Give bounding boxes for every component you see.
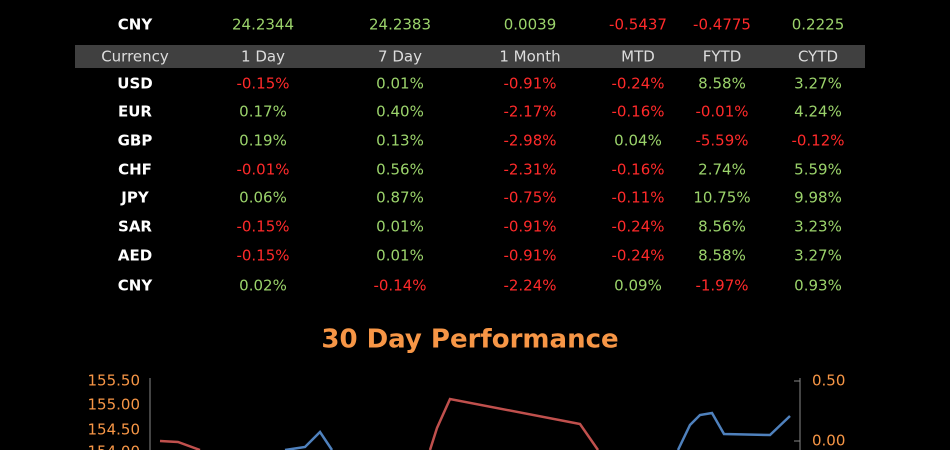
chart-title: 30 Day Performance <box>321 325 618 355</box>
cell-value: -0.75% <box>503 189 556 207</box>
line-red <box>428 397 600 450</box>
cell-value: -0.91% <box>503 75 556 93</box>
cell-value: -1.97% <box>695 277 748 295</box>
line-blue <box>676 411 791 450</box>
cell-value: -0.11% <box>611 189 664 207</box>
cell-value: -2.24% <box>503 277 556 295</box>
cell-value: -0.15% <box>236 75 289 93</box>
line-blue <box>284 430 334 450</box>
cell-value: 8.58% <box>698 247 746 265</box>
currency-label: JPY <box>120 189 150 207</box>
cell-value: 24.2344 <box>232 16 294 34</box>
cell-value: 0.09% <box>614 277 662 295</box>
cell-value: 0.87% <box>376 189 424 207</box>
cell-value: 0.04% <box>614 132 662 150</box>
column-header: FYTD <box>703 48 742 66</box>
cell-value: 0.93% <box>794 277 842 295</box>
cell-value: -5.59% <box>695 132 748 150</box>
cell-value: 4.24% <box>794 103 842 121</box>
cell-value: 0.19% <box>239 132 287 150</box>
cell-value: 0.2225 <box>792 16 845 34</box>
cell-value: -0.4775 <box>693 16 751 34</box>
column-header: CYTD <box>798 48 838 66</box>
right-axis-label: 0.00 <box>812 432 845 450</box>
cell-value: 3.23% <box>794 218 842 236</box>
cell-value: -0.91% <box>503 247 556 265</box>
cell-value: -2.17% <box>503 103 556 121</box>
cell-value: 0.01% <box>376 75 424 93</box>
cell-value: 8.58% <box>698 75 746 93</box>
cell-value: -0.5437 <box>609 16 667 34</box>
left-axis-label: 155.00 <box>88 396 141 414</box>
column-header: 7 Day <box>378 48 422 66</box>
cell-value: -0.14% <box>373 277 426 295</box>
currency-label: CNY <box>118 277 154 295</box>
cell-value: -0.16% <box>611 161 664 179</box>
cell-value: -0.01% <box>695 103 748 121</box>
cell-value: 0.0039 <box>504 16 557 34</box>
cell-value: -0.01% <box>236 161 289 179</box>
cell-value: -0.15% <box>236 247 289 265</box>
cell-value: 0.56% <box>376 161 424 179</box>
column-header: MTD <box>621 48 655 66</box>
cell-value: 24.2383 <box>369 16 431 34</box>
cell-value: 3.27% <box>794 75 842 93</box>
left-axis-label: 154.00 <box>88 443 141 450</box>
column-header: Currency <box>101 48 169 66</box>
currency-label: GBP <box>118 132 153 150</box>
header-band <box>75 45 865 68</box>
cell-value: 3.27% <box>794 247 842 265</box>
cell-value: -0.15% <box>236 218 289 236</box>
currency-label: SAR <box>118 218 152 236</box>
cell-value: 10.75% <box>693 189 750 207</box>
left-axis-label: 154.50 <box>88 421 141 439</box>
cell-value: -0.16% <box>611 103 664 121</box>
cell-value: -0.24% <box>611 218 664 236</box>
currency-label: CNY <box>118 16 154 34</box>
cell-value: 0.02% <box>239 277 287 295</box>
cell-value: 0.06% <box>239 189 287 207</box>
cell-value: 0.01% <box>376 218 424 236</box>
currency-label: USD <box>117 75 152 93</box>
cell-value: -2.98% <box>503 132 556 150</box>
cell-value: 9.98% <box>794 189 842 207</box>
cell-value: -2.31% <box>503 161 556 179</box>
currency-label: AED <box>118 247 152 265</box>
cell-value: 0.13% <box>376 132 424 150</box>
cell-value: 5.59% <box>794 161 842 179</box>
left-axis-label: 155.50 <box>88 372 141 390</box>
cell-value: -0.24% <box>611 75 664 93</box>
cell-value: 0.40% <box>376 103 424 121</box>
column-header: 1 Day <box>241 48 285 66</box>
currency-label: EUR <box>118 103 152 121</box>
cell-value: 0.01% <box>376 247 424 265</box>
cell-value: -0.24% <box>611 247 664 265</box>
currency-label: CHF <box>118 161 152 179</box>
cell-value: 0.17% <box>239 103 287 121</box>
cell-value: -0.91% <box>503 218 556 236</box>
cell-value: 2.74% <box>698 161 746 179</box>
cell-value: -0.12% <box>791 132 844 150</box>
right-axis-label: 0.50 <box>812 372 845 390</box>
line-red <box>159 439 201 450</box>
column-header: 1 Month <box>499 48 560 66</box>
cell-value: 8.56% <box>698 218 746 236</box>
